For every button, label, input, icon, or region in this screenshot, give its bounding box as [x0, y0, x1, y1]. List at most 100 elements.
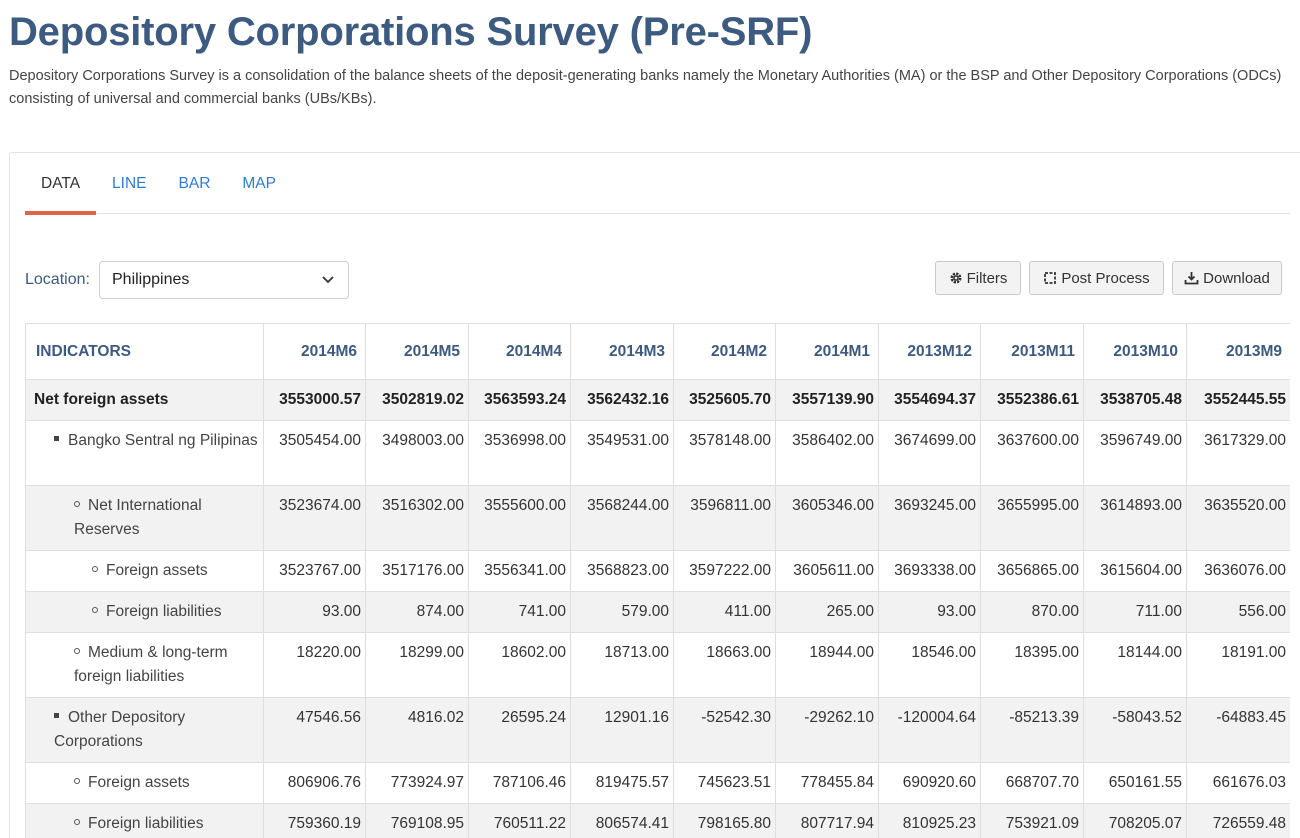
value-cell: 3656865.00 — [980, 550, 1084, 592]
indicator-cell: Foreign liabilities — [25, 803, 264, 838]
value-cell: 3553000.57 — [263, 379, 366, 421]
circle-bullet-icon — [74, 777, 80, 784]
column-header-period[interactable]: 2014M4 — [468, 323, 571, 380]
value-cell: 711.00 — [1083, 591, 1187, 633]
column-header-period[interactable]: 2013M10 — [1083, 323, 1187, 380]
indicator-cell: Foreign assets — [25, 550, 264, 592]
indicator-cell: Net International Reserves — [25, 485, 264, 551]
tab-map[interactable]: MAP — [242, 174, 276, 192]
post-process-button[interactable]: Post Process — [1029, 261, 1164, 295]
value-cell: 18944.00 — [775, 632, 879, 698]
value-cell: 3597222.00 — [673, 550, 776, 592]
value-cell: -58043.52 — [1083, 697, 1187, 763]
indicator-label: Foreign liabilities — [88, 815, 204, 832]
value-cell: 726559.48 — [1186, 803, 1290, 838]
download-button[interactable]: Download — [1172, 261, 1282, 295]
value-cell: 759360.19 — [263, 803, 366, 838]
value-cell: 3562432.16 — [570, 379, 674, 421]
table-row: Foreign liabilities 93.00 874.00 741.00 579.… — [25, 591, 1290, 633]
value-cell: 4816.02 — [365, 697, 469, 763]
value-cell: 18144.00 — [1083, 632, 1187, 698]
value-cell: 745623.51 — [673, 762, 776, 804]
data-table: INDICATORS 2014M6 2014M5 2014M4 2014M3 2014M… — [25, 323, 1290, 838]
indicator-label: Foreign assets — [106, 562, 208, 579]
value-cell: 3538705.48 — [1083, 379, 1187, 421]
value-cell: 3557139.90 — [775, 379, 879, 421]
column-header-period[interactable]: 2013M11 — [980, 323, 1084, 380]
column-header-indicators[interactable]: INDICATORS — [25, 323, 264, 380]
value-cell: 819475.57 — [570, 762, 674, 804]
table-body: Net foreign assets 3553000.57 3502819.02 35… — [25, 379, 1290, 838]
value-cell: 760511.22 — [468, 803, 571, 838]
value-cell: 3498003.00 — [365, 420, 469, 486]
value-cell: 3614893.00 — [1083, 485, 1187, 551]
value-cell: 93.00 — [263, 591, 366, 633]
tab-bar[interactable]: BAR — [178, 174, 211, 192]
table-row: Foreign assets 806906.76 773924.97 787106.4… — [25, 762, 1290, 804]
value-cell: 3556341.00 — [468, 550, 571, 592]
value-cell: 690920.60 — [878, 762, 981, 804]
circle-bullet-icon — [74, 647, 80, 654]
square-bullet-icon — [54, 436, 59, 442]
value-cell: 18663.00 — [673, 632, 776, 698]
value-cell: 3516302.00 — [365, 485, 469, 551]
page-title: Depository Corporations Survey (Pre-SRF) — [9, 10, 813, 54]
location-label: Location: — [25, 271, 90, 288]
value-cell: 18546.00 — [878, 632, 981, 698]
value-cell: -64883.45 — [1186, 697, 1290, 763]
value-cell: 18395.00 — [980, 632, 1084, 698]
value-cell: 3617329.00 — [1186, 420, 1290, 486]
value-cell: 778455.84 — [775, 762, 879, 804]
column-header-period[interactable]: 2014M1 — [775, 323, 879, 380]
value-cell: 708205.07 — [1083, 803, 1187, 838]
value-cell: 3568244.00 — [570, 485, 674, 551]
value-cell: 411.00 — [673, 591, 776, 633]
indicator-label: Net International Reserves — [74, 497, 202, 538]
value-cell: 3586402.00 — [775, 420, 879, 486]
column-header-period[interactable]: 2013M9 — [1186, 323, 1290, 380]
tab-line[interactable]: LINE — [112, 174, 147, 192]
column-header-period[interactable]: 2014M5 — [365, 323, 469, 380]
indicator-label: Medium & long-term foreign liabilities — [74, 644, 228, 685]
column-header-period[interactable]: 2014M2 — [673, 323, 776, 380]
value-cell: 3605346.00 — [775, 485, 879, 551]
value-cell: 3596749.00 — [1083, 420, 1187, 486]
column-header-period[interactable]: 2014M6 — [263, 323, 366, 380]
tab-data[interactable]: DATA — [25, 153, 97, 215]
value-cell: 806574.41 — [570, 803, 674, 838]
value-cell: 787106.46 — [468, 762, 571, 804]
value-cell: 3596811.00 — [673, 485, 776, 551]
value-cell: 3552445.55 — [1186, 379, 1290, 421]
table-row: Net International Reserves 3523674.00 3516… — [25, 485, 1290, 551]
value-cell: 3517176.00 — [365, 550, 469, 592]
value-cell: 26595.24 — [468, 697, 571, 763]
value-cell: 265.00 — [775, 591, 879, 633]
table-row: Foreign liabilities 759360.19 769108.95 760… — [25, 803, 1290, 838]
value-cell: 3637600.00 — [980, 420, 1084, 486]
location-select[interactable]: Philippines — [99, 261, 349, 299]
value-cell: 3549531.00 — [570, 420, 674, 486]
indicator-cell: Other Depository Corporations — [25, 697, 264, 763]
value-cell: 3693338.00 — [878, 550, 981, 592]
value-cell: 93.00 — [878, 591, 981, 633]
filters-button[interactable]: Filters — [935, 261, 1021, 295]
download-label: Download — [1203, 269, 1270, 287]
circle-bullet-icon — [92, 565, 98, 572]
value-cell: 874.00 — [365, 591, 469, 633]
value-cell: 661676.03 — [1186, 762, 1290, 804]
value-cell: -29262.10 — [775, 697, 879, 763]
table-row: Medium & long-term foreign liabilities 18… — [25, 632, 1290, 698]
column-header-period[interactable]: 2014M3 — [570, 323, 674, 380]
view-tabs: DATA LINE BAR MAP — [25, 153, 1290, 215]
value-cell: 806906.76 — [263, 762, 366, 804]
table-header-row: INDICATORS 2014M6 2014M5 2014M4 2014M3 2014M… — [25, 323, 1290, 380]
data-table-wrapper: INDICATORS 2014M6 2014M5 2014M4 2014M3 2014M… — [25, 323, 1290, 838]
value-cell: 3568823.00 — [570, 550, 674, 592]
table-row: Bangko Sentral ng Pilipinas 3505454.00 349… — [25, 420, 1290, 486]
value-cell: 3636076.00 — [1186, 550, 1290, 592]
value-cell: 3563593.24 — [468, 379, 571, 421]
value-cell: -85213.39 — [980, 697, 1084, 763]
value-cell: 810925.23 — [878, 803, 981, 838]
value-cell: 47546.56 — [263, 697, 366, 763]
column-header-period[interactable]: 2013M12 — [878, 323, 981, 380]
